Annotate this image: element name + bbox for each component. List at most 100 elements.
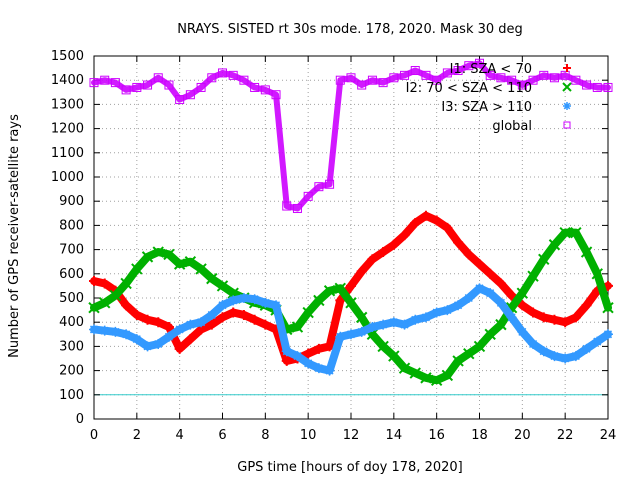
x-tick-label: 8 <box>261 428 269 443</box>
data-point <box>217 312 228 323</box>
data-point <box>563 64 571 72</box>
x-tick-label: 20 <box>514 428 531 443</box>
data-point <box>357 80 367 90</box>
series-i3-sza-110 <box>89 283 613 376</box>
data-point <box>228 295 239 306</box>
data-point <box>313 343 324 354</box>
data-point <box>474 259 485 270</box>
data-point <box>345 297 357 309</box>
data-point <box>281 346 292 357</box>
y-tick-label: 600 <box>59 267 84 282</box>
data-point <box>485 70 495 80</box>
data-point <box>367 75 377 85</box>
data-point <box>563 121 571 129</box>
y-tick-label: 100 <box>59 388 84 403</box>
data-point <box>206 319 217 330</box>
data-point <box>249 294 260 305</box>
data-point <box>441 369 454 382</box>
data-point <box>463 249 474 260</box>
data-point <box>410 66 420 76</box>
data-point <box>592 336 603 347</box>
data-point <box>271 90 281 100</box>
x-tick-label: 16 <box>428 428 445 443</box>
data-point <box>495 297 506 308</box>
data-point <box>603 82 613 92</box>
data-point <box>153 317 164 328</box>
data-point <box>356 266 367 277</box>
data-point <box>548 239 561 251</box>
data-point <box>313 294 325 307</box>
data-point <box>507 75 517 85</box>
series-i2-70-sza-110 <box>88 226 614 386</box>
legend: I1: SZA < 70 I2: 70 < SZA < 110 I3: SZA > … <box>406 62 572 134</box>
data-point <box>196 82 206 92</box>
data-series <box>88 58 614 386</box>
y-tick-label: 1400 <box>51 73 84 88</box>
data-point <box>410 217 421 228</box>
data-point <box>452 355 464 367</box>
data-point <box>260 297 271 308</box>
data-point <box>420 312 431 323</box>
data-point <box>528 307 539 318</box>
data-point <box>367 254 378 265</box>
y-tick-label: 500 <box>59 291 84 306</box>
data-point <box>281 355 292 366</box>
data-point <box>485 268 496 279</box>
data-point <box>538 312 549 323</box>
chart-title: NRAYS. SISTED rt 30s mode. 178, 2020. Ma… <box>177 22 523 37</box>
data-point <box>378 78 388 88</box>
data-point <box>313 363 324 374</box>
x-tick-label: 10 <box>300 428 317 443</box>
data-point <box>528 338 539 349</box>
data-point <box>88 301 100 314</box>
data-point <box>142 314 153 325</box>
data-point <box>464 61 474 71</box>
y-tick-label: 300 <box>59 339 84 354</box>
x-tick-label: 4 <box>176 428 184 443</box>
data-point <box>228 307 239 318</box>
series-global <box>89 58 613 213</box>
data-point <box>346 73 356 83</box>
y-tick-label: 0 <box>76 412 84 427</box>
data-point <box>389 73 399 83</box>
data-point <box>89 324 99 335</box>
data-point <box>592 82 602 92</box>
data-point <box>206 272 218 285</box>
data-point <box>152 246 164 258</box>
data-point <box>356 326 367 337</box>
data-point <box>206 309 217 320</box>
data-point <box>430 374 443 386</box>
data-point <box>153 73 163 83</box>
data-point <box>163 248 175 261</box>
data-point <box>453 300 464 311</box>
data-point <box>506 312 517 323</box>
data-point <box>185 90 195 100</box>
data-point <box>110 326 121 337</box>
data-point <box>591 268 603 280</box>
data-point <box>216 280 229 292</box>
data-point <box>570 351 581 362</box>
data-point <box>260 85 270 95</box>
data-point <box>132 82 142 92</box>
legend-label: I2: 70 < SZA < 110 <box>406 81 532 96</box>
data-point <box>563 102 571 110</box>
data-point <box>346 280 356 291</box>
data-point <box>399 230 410 241</box>
data-point <box>314 182 324 192</box>
data-point <box>582 80 592 90</box>
data-point <box>346 329 356 340</box>
data-point <box>131 263 143 275</box>
data-point <box>195 263 207 275</box>
legend-label: I1: SZA < 70 <box>450 62 532 77</box>
data-point <box>142 341 153 352</box>
legend-label: global <box>492 119 532 134</box>
data-point <box>571 75 581 85</box>
data-point <box>282 201 292 211</box>
data-point <box>302 306 314 319</box>
data-point <box>99 297 111 309</box>
y-tick-label: 800 <box>59 218 84 233</box>
data-point <box>378 319 389 330</box>
data-point <box>335 331 346 342</box>
data-point <box>291 321 304 333</box>
y-tick-label: 900 <box>59 194 84 209</box>
